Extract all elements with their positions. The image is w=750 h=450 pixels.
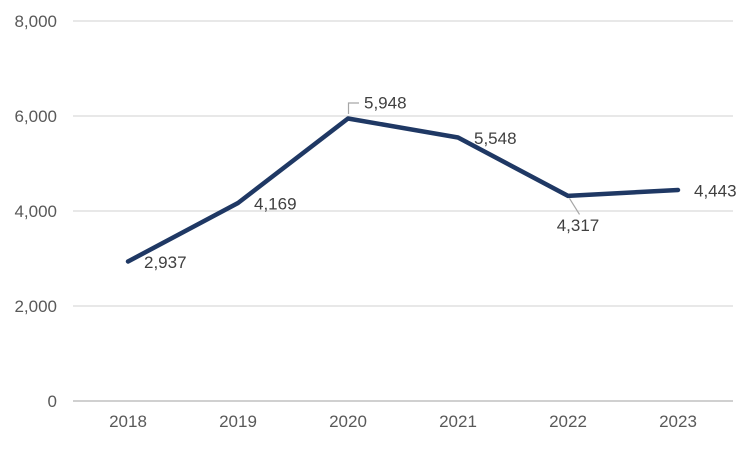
y-axis-tick-label: 6,000 (14, 107, 57, 126)
data-label: 5,548 (474, 129, 517, 148)
x-axis-tick-label: 2021 (439, 412, 477, 431)
data-label: 4,317 (557, 216, 600, 235)
data-label: 4,169 (254, 194, 297, 213)
data-label: 2,937 (144, 253, 187, 272)
data-label-leader-line (568, 198, 581, 215)
x-axis-tick-label: 2018 (109, 412, 147, 431)
x-axis-tick-label: 2023 (659, 412, 697, 431)
x-axis-tick-label: 2019 (219, 412, 257, 431)
y-axis-tick-label: 8,000 (14, 12, 57, 31)
y-axis-tick-label: 0 (48, 392, 57, 411)
x-axis-tick-label: 2020 (329, 412, 367, 431)
data-label: 5,948 (364, 93, 407, 112)
data-label-leader-line (347, 102, 359, 114)
data-series-line (125, 116, 681, 264)
x-axis-tick-label: 2022 (549, 412, 587, 431)
data-label: 4,443 (694, 181, 737, 200)
y-axis-tick-label: 2,000 (14, 297, 57, 316)
y-axis-tick-label: 4,000 (14, 202, 57, 221)
